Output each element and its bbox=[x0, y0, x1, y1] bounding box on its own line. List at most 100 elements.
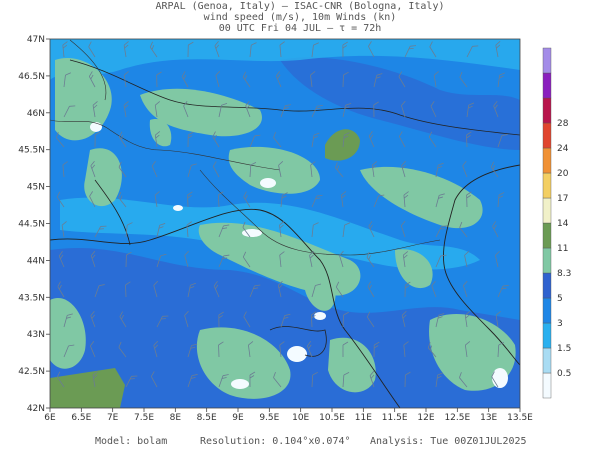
colorbar-label: 24 bbox=[557, 144, 569, 154]
wind-barb bbox=[311, 371, 318, 388]
colorbar-swatch bbox=[542, 72, 552, 99]
title-line-3: 00 UTC Fri 04 JUL — τ = 72h bbox=[218, 23, 382, 34]
wind-barb bbox=[342, 132, 350, 148]
lat-tick-label: 44N bbox=[27, 256, 45, 266]
wind-barb bbox=[369, 370, 375, 388]
wind-barb bbox=[62, 161, 68, 178]
title-line-1: ARPAL (Genoa, Italy) — ISAC-CNR (Bologna… bbox=[155, 1, 445, 12]
wind-barb bbox=[243, 191, 251, 208]
wind-barb bbox=[187, 191, 193, 208]
regional-border bbox=[199, 169, 441, 256]
colorbar-label: 14 bbox=[557, 219, 569, 229]
lon-tick-label: 7.5E bbox=[134, 413, 154, 423]
wind-barb bbox=[366, 311, 375, 328]
wind-barb bbox=[402, 251, 409, 268]
wind-barb bbox=[63, 344, 75, 358]
wind-barb bbox=[218, 311, 224, 328]
colorbar-label: 8.3 bbox=[557, 269, 571, 279]
wind-barb bbox=[311, 222, 319, 238]
wind-barb bbox=[311, 194, 323, 208]
lon-tick-label: 13E bbox=[480, 413, 497, 423]
wind-barb bbox=[249, 371, 256, 388]
calm-spot bbox=[231, 379, 249, 389]
lat-tick-label: 45.5N bbox=[18, 146, 45, 156]
wind-barb bbox=[248, 341, 254, 358]
wind-barb bbox=[273, 372, 282, 388]
wind-barb bbox=[277, 280, 283, 298]
wind-barb bbox=[275, 71, 282, 88]
wind-barb bbox=[187, 163, 197, 178]
wind-barb bbox=[153, 340, 159, 358]
wind-barb bbox=[373, 341, 380, 358]
wind-barb bbox=[279, 341, 285, 358]
lon-tick-label: 6.5E bbox=[71, 413, 91, 423]
wind-barb bbox=[311, 283, 322, 298]
coastline-elba bbox=[269, 326, 327, 357]
colorbar-label: 3 bbox=[557, 319, 563, 329]
wind-barb bbox=[404, 281, 411, 298]
border-france-italy bbox=[94, 179, 131, 246]
lat-tick-label: 42N bbox=[27, 404, 45, 414]
wind-barb bbox=[123, 101, 129, 118]
wind-barb bbox=[403, 191, 409, 208]
wind-barb bbox=[403, 341, 409, 358]
wind-barb bbox=[427, 342, 437, 358]
colorbar-swatch bbox=[542, 47, 552, 74]
wind-barb bbox=[249, 284, 261, 298]
wind-barb bbox=[494, 250, 500, 268]
wind-barb bbox=[404, 371, 411, 388]
wind-barb bbox=[187, 343, 198, 358]
latitude-ticks: 47N 46.5N 46N 45.5N 45N 44.5N 44N 43.5N 43N 42.5N… bbox=[18, 35, 50, 414]
wind-barb bbox=[373, 73, 383, 88]
wind-speed-colorbar: 0.5 1.5 3 5 8.3 11 14 17 20 24 28 bbox=[542, 47, 571, 399]
wind-barb bbox=[63, 105, 76, 118]
footer-model: Model: bolam bbox=[95, 436, 168, 447]
wind-barb bbox=[215, 70, 221, 88]
wind-barb bbox=[243, 311, 251, 328]
wind-barb bbox=[150, 371, 158, 388]
wind-barb bbox=[88, 41, 96, 58]
wind-barb bbox=[245, 100, 251, 118]
wind-barb bbox=[464, 251, 470, 268]
wind-barb bbox=[306, 341, 313, 358]
wind-barb bbox=[367, 281, 375, 298]
wind-barb bbox=[278, 161, 284, 178]
wind-barb bbox=[118, 191, 127, 208]
lon-tick-label: 11.5E bbox=[382, 413, 408, 423]
wind-barb bbox=[156, 315, 169, 328]
lat-tick-label: 45N bbox=[27, 183, 45, 193]
wind-barb bbox=[497, 341, 505, 358]
wind-barb bbox=[151, 161, 158, 178]
wind-barb bbox=[368, 221, 375, 238]
colorbar-swatch bbox=[542, 372, 552, 399]
colorbar-swatch bbox=[542, 147, 552, 174]
wind-barb bbox=[57, 281, 65, 298]
wind-barb bbox=[493, 100, 499, 118]
wind-barb bbox=[154, 101, 161, 118]
wind-barb bbox=[273, 131, 282, 148]
wind-barb bbox=[398, 71, 406, 88]
lon-tick-label: 11E bbox=[355, 413, 372, 423]
lon-tick-label: 7E bbox=[107, 413, 119, 423]
wind-barb bbox=[311, 132, 320, 148]
wind-barb bbox=[335, 162, 344, 178]
wind-barb bbox=[310, 71, 316, 88]
wind-barb bbox=[466, 131, 472, 148]
wind-barb bbox=[280, 192, 288, 208]
wind-barb bbox=[154, 191, 160, 208]
wind-barb bbox=[497, 285, 509, 298]
wind-barb bbox=[149, 41, 158, 58]
wind-barb bbox=[309, 250, 315, 268]
wind-barb bbox=[62, 41, 68, 58]
calm-spot bbox=[314, 312, 326, 320]
wind-barb bbox=[279, 251, 285, 268]
wind-barb bbox=[373, 194, 385, 208]
wind-barb bbox=[123, 41, 129, 58]
lon-tick-label: 13.5E bbox=[507, 413, 533, 423]
wind-barb bbox=[186, 221, 192, 238]
wind-barb bbox=[366, 251, 375, 268]
wind-barb bbox=[492, 221, 499, 238]
lon-tick-label: 6E bbox=[44, 413, 56, 423]
wind-barb bbox=[184, 310, 189, 328]
wind-barb bbox=[249, 161, 257, 178]
